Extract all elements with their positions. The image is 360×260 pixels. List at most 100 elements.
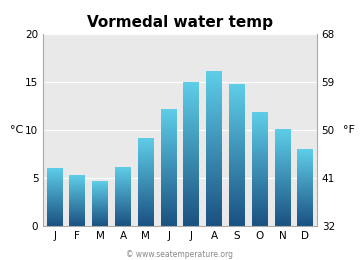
Bar <box>252 222 268 223</box>
Bar <box>138 223 154 224</box>
Bar <box>275 170 291 171</box>
Bar <box>161 207 177 208</box>
Bar <box>138 140 154 141</box>
Bar <box>206 87 222 88</box>
Bar <box>297 189 313 190</box>
Bar <box>115 194 131 195</box>
Bar <box>297 169 313 170</box>
Bar <box>47 213 63 214</box>
Bar <box>161 218 177 219</box>
Bar <box>275 169 291 170</box>
Bar <box>184 95 199 96</box>
Bar <box>47 225 63 226</box>
Bar <box>275 175 291 176</box>
Bar <box>161 188 177 189</box>
Bar <box>161 150 177 151</box>
Bar <box>229 122 245 123</box>
Bar <box>115 217 131 218</box>
Bar <box>275 220 291 221</box>
Bar <box>206 85 222 86</box>
Bar <box>206 220 222 221</box>
Bar <box>206 185 222 186</box>
Bar <box>275 131 291 132</box>
Bar <box>115 216 131 217</box>
Bar <box>275 160 291 161</box>
Bar <box>252 185 268 186</box>
Bar <box>161 110 177 111</box>
Bar <box>206 153 222 154</box>
Bar <box>275 204 291 205</box>
Bar <box>184 84 199 85</box>
Bar <box>297 213 313 214</box>
Bar <box>184 210 199 211</box>
Bar <box>206 101 222 102</box>
Bar <box>206 164 222 165</box>
Bar <box>161 180 177 181</box>
Bar <box>184 180 199 181</box>
Bar <box>138 146 154 147</box>
Bar <box>206 154 222 155</box>
Bar <box>297 173 313 174</box>
Bar <box>297 171 313 172</box>
Bar <box>252 193 268 194</box>
Bar <box>138 165 154 166</box>
Bar <box>184 92 199 93</box>
Bar <box>184 209 199 210</box>
Bar <box>206 79 222 80</box>
Bar <box>161 189 177 190</box>
Bar <box>252 143 268 144</box>
Bar <box>252 135 268 136</box>
Bar <box>47 194 63 195</box>
Bar <box>138 157 154 158</box>
Bar <box>138 181 154 182</box>
Bar <box>115 195 131 196</box>
Bar <box>252 163 268 164</box>
Bar <box>184 199 199 200</box>
Bar <box>297 203 313 204</box>
Bar <box>161 183 177 184</box>
Bar <box>115 182 131 183</box>
Bar <box>275 163 291 164</box>
Bar <box>252 148 268 149</box>
Bar <box>206 196 222 197</box>
Bar <box>252 177 268 178</box>
Bar <box>184 102 199 103</box>
Bar <box>252 209 268 210</box>
Bar <box>161 181 177 182</box>
Bar <box>184 148 199 149</box>
Bar <box>229 143 245 144</box>
Bar <box>229 98 245 99</box>
Bar <box>161 190 177 191</box>
Bar <box>252 195 268 196</box>
Bar <box>161 163 177 164</box>
Bar <box>115 192 131 193</box>
Bar <box>47 189 63 190</box>
Bar <box>138 148 154 149</box>
Bar <box>206 71 222 72</box>
Bar <box>229 222 245 223</box>
Bar <box>206 143 222 144</box>
Bar <box>297 215 313 216</box>
Bar <box>252 183 268 184</box>
Bar <box>184 127 199 128</box>
Bar <box>297 166 313 167</box>
Bar <box>252 188 268 189</box>
Bar <box>297 167 313 168</box>
Bar <box>252 197 268 198</box>
Bar <box>252 201 268 202</box>
Bar <box>206 84 222 85</box>
Bar <box>297 195 313 196</box>
Bar <box>47 197 63 198</box>
Bar <box>252 138 268 139</box>
Bar <box>47 204 63 205</box>
Bar <box>297 154 313 155</box>
Bar <box>184 147 199 148</box>
Bar <box>297 151 313 152</box>
Bar <box>297 150 313 151</box>
Bar <box>115 213 131 214</box>
Bar <box>275 155 291 156</box>
Bar <box>275 146 291 147</box>
Bar <box>275 207 291 208</box>
Bar <box>275 132 291 133</box>
Bar <box>138 163 154 164</box>
